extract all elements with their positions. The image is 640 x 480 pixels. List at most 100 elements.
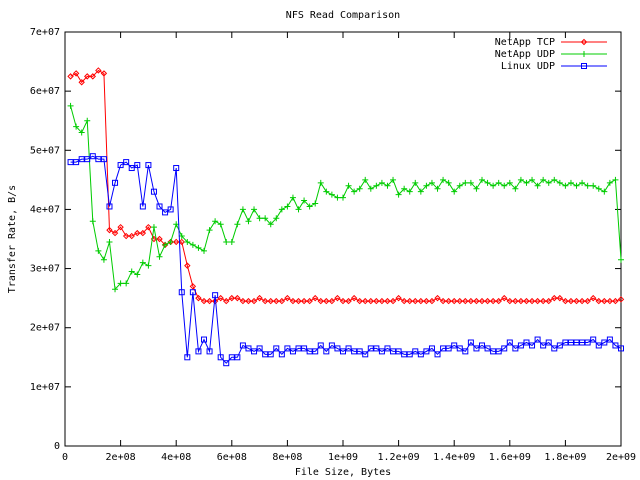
data-point (406, 188, 413, 195)
data-point (345, 297, 352, 305)
data-point (573, 297, 580, 305)
data-point (184, 238, 191, 245)
data-point (367, 185, 374, 192)
data-point (184, 354, 191, 361)
y-tick-label: 1e+07 (30, 382, 60, 393)
data-point (434, 351, 441, 358)
data-point (117, 280, 124, 287)
data-point (184, 262, 191, 269)
data-point (373, 182, 380, 189)
data-point (178, 238, 185, 246)
data-point (400, 297, 408, 305)
data-point (606, 336, 613, 343)
data-point (139, 259, 146, 266)
data-point (551, 345, 558, 352)
y-tick-label: 5e+07 (30, 145, 60, 156)
data-point (367, 297, 375, 305)
data-point (362, 351, 369, 358)
data-point (551, 176, 558, 183)
data-point (289, 194, 296, 201)
data-point (495, 179, 502, 186)
data-point (612, 176, 619, 183)
data-point (595, 342, 602, 349)
data-point (323, 348, 330, 355)
data-point (256, 345, 263, 352)
data-point (540, 342, 547, 349)
data-point (334, 345, 341, 352)
data-point (323, 188, 330, 195)
data-point (495, 297, 502, 305)
data-point (123, 159, 130, 166)
data-point (428, 297, 436, 305)
data-point (451, 188, 458, 195)
data-point (362, 297, 369, 305)
data-point (573, 182, 580, 189)
data-point (278, 297, 286, 305)
data-point (390, 176, 397, 183)
data-point (67, 159, 74, 166)
data-point (206, 227, 213, 234)
data-point (340, 348, 346, 355)
data-point (506, 179, 513, 186)
legend-label: NetApp TCP (495, 37, 555, 48)
data-point (612, 342, 619, 349)
data-point (106, 238, 113, 245)
data-point (156, 253, 163, 260)
y-tick-label: 4e+07 (30, 204, 60, 215)
data-point (484, 345, 491, 352)
data-point (317, 342, 324, 349)
data-point (112, 179, 119, 186)
data-point (295, 206, 302, 213)
data-point (289, 348, 296, 355)
data-point (356, 297, 363, 305)
data-point (212, 218, 219, 225)
data-point (217, 354, 224, 361)
data-point (156, 235, 163, 243)
data-point (373, 345, 380, 352)
data-point (223, 238, 230, 245)
data-point (206, 348, 213, 355)
data-point (345, 182, 352, 189)
data-point (406, 351, 413, 358)
y-tick-label: 3e+07 (30, 264, 60, 275)
data-point (100, 256, 107, 263)
data-point (618, 256, 624, 263)
data-point (490, 348, 497, 355)
data-point (545, 297, 552, 305)
data-point (228, 238, 235, 245)
data-point (328, 342, 335, 349)
data-point (139, 229, 147, 237)
data-point (173, 165, 180, 172)
data-point (439, 297, 447, 305)
data-point (589, 294, 597, 302)
chart-title: NFS Read Comparison (286, 10, 400, 21)
data-point (239, 342, 246, 349)
data-point (606, 297, 614, 305)
data-point (267, 297, 274, 305)
data-point (245, 218, 252, 225)
data-point (489, 297, 497, 305)
x-tick-label: 1.4e+09 (433, 452, 475, 463)
data-point (423, 297, 430, 305)
data-point (312, 200, 319, 207)
data-point (117, 162, 124, 169)
data-point (123, 280, 130, 287)
data-point (100, 156, 107, 163)
data-point (373, 297, 380, 305)
data-point (256, 215, 263, 222)
data-point (440, 176, 447, 183)
data-point (284, 345, 291, 352)
data-point (256, 294, 263, 302)
data-point (234, 354, 241, 361)
data-point (501, 345, 508, 352)
data-point (189, 289, 196, 296)
data-point (128, 165, 135, 172)
data-point (595, 297, 602, 305)
data-point (467, 297, 475, 305)
data-point (529, 176, 536, 183)
data-point (301, 345, 308, 352)
data-point (234, 221, 241, 228)
data-point (501, 182, 508, 189)
data-point (512, 185, 519, 192)
legend-marker (580, 38, 588, 46)
